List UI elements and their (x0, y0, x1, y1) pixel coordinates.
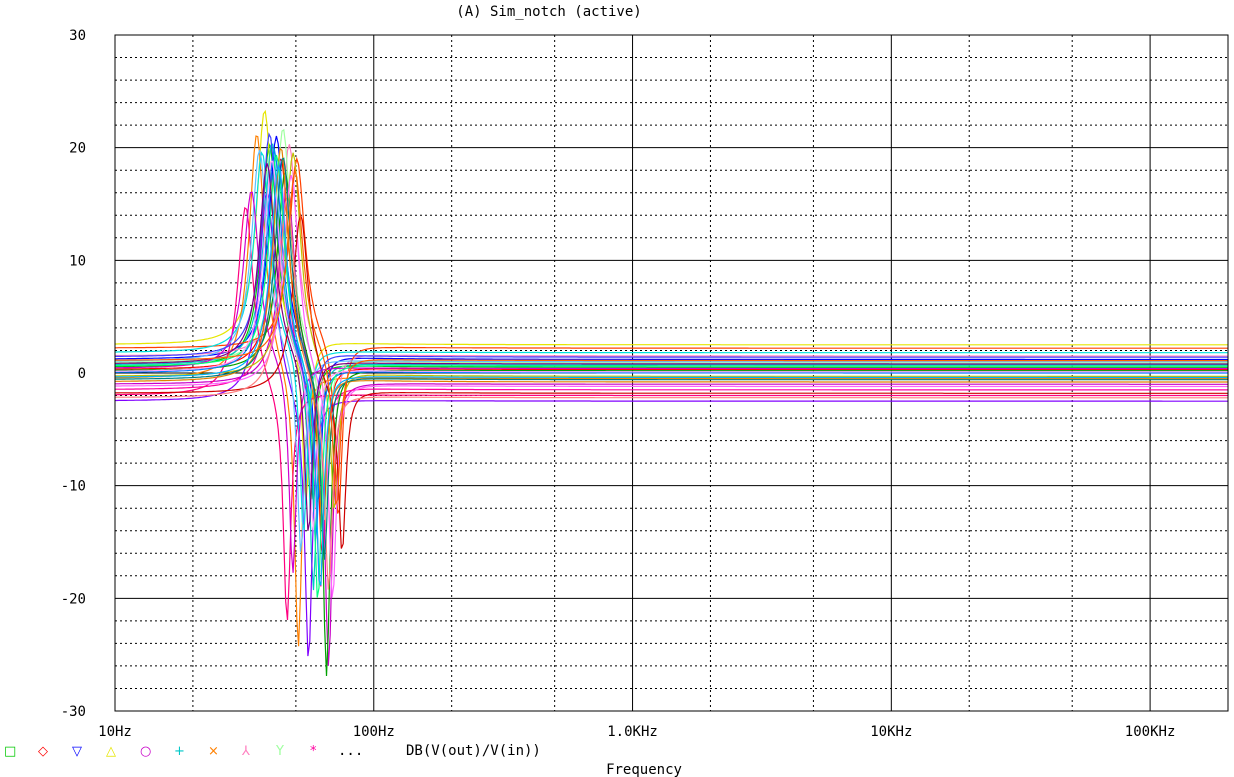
series-line (115, 135, 1228, 503)
legend-marker: Y (275, 744, 284, 759)
legend-marker: ○ (140, 744, 151, 759)
x-axis-label: Frequency (606, 762, 682, 777)
legend-marker: □ (4, 744, 16, 759)
y-tick-label: 20 (69, 141, 86, 157)
legend-marker: * (310, 744, 317, 759)
legend-marker: ⅄ (241, 744, 250, 759)
series-line (115, 164, 1228, 586)
legend-marker: △ (106, 744, 116, 759)
series-line (115, 128, 1228, 520)
series-line (115, 156, 1228, 514)
y-tick-label: -30 (61, 704, 86, 720)
series-line (115, 163, 1228, 531)
series-line (115, 147, 1228, 527)
x-tick-label: 10Hz (98, 724, 132, 740)
series-line (115, 190, 1228, 657)
legend-marker: + (174, 744, 185, 759)
plot-frame (114, 34, 1229, 712)
legend-marker: ◇ (38, 744, 48, 759)
series-line (115, 160, 1228, 530)
x-tick-label: 100Hz (353, 724, 395, 740)
series-line (115, 144, 1228, 536)
series-line (115, 132, 1228, 479)
legend-ellipsis: ... (338, 743, 363, 759)
series-line (115, 149, 1228, 552)
legend-marker: × (208, 744, 219, 759)
y-tick-label: 0 (78, 366, 86, 382)
y-tick-label: 30 (69, 28, 86, 44)
series-line (115, 151, 1228, 530)
curves (114, 109, 1228, 677)
series-line (115, 135, 1228, 647)
series-line (115, 174, 1228, 598)
series-line (115, 157, 1228, 560)
chart-title: (A) Sim_notch (active) (456, 4, 641, 20)
series-line (115, 168, 1228, 505)
y-tick-label: 10 (69, 253, 86, 269)
series-line (114, 191, 1228, 573)
series-line (115, 152, 1228, 509)
series-line (114, 170, 1228, 677)
series-line (115, 165, 1228, 587)
x-tick-label: 10KHz (870, 724, 912, 740)
x-tick-label: 1.0KHz (607, 724, 658, 740)
legend: ... DB(V(out)/V(in)) □ ◇ ▽ △ ○ + × ⅄ Y * (4, 743, 541, 759)
legend-expression: DB(V(out)/V(in)) (406, 743, 541, 759)
x-tick-label: 100KHz (1125, 724, 1176, 740)
x-axis-tick-labels: 10Hz 100Hz 1.0KHz 10KHz 100KHz (98, 724, 1175, 740)
y-tick-label: -20 (61, 591, 86, 607)
y-tick-label: -10 (61, 479, 86, 495)
legend-marker: ▽ (72, 744, 82, 759)
y-axis-tick-labels: 30 20 10 0 -10 -20 -30 (61, 28, 86, 720)
